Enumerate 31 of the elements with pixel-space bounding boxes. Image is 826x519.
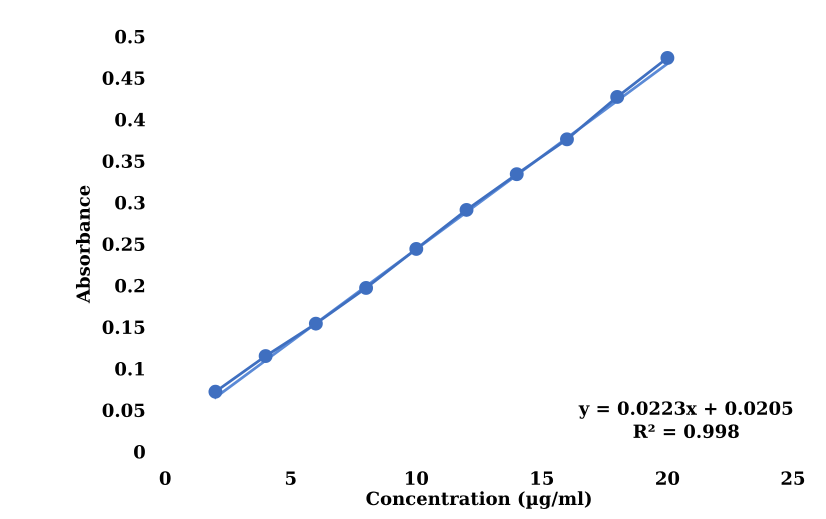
x-tick-label: 25 [782,471,804,485]
point [258,349,273,363]
x-tick-label: 20 [656,471,680,485]
x-axis-title: Concentration (µg/ml) [366,491,591,509]
x-tick-label: 15 [531,471,554,485]
y-tick-label: 0.4 [115,112,146,126]
y-tick-label: 0.1 [115,362,144,376]
point [409,242,424,256]
y-tick-label: 0.35 [102,154,144,168]
point [510,167,524,182]
y-tick-label: 0.5 [115,30,144,44]
annotation: y = 0.0223x + 0.0205 [578,401,792,419]
point [660,50,674,65]
y-tick-label: 0.15 [102,320,144,334]
annotation: R² = 0.998 [634,424,739,438]
point [560,132,574,146]
y-tick-label: 0.05 [102,403,144,418]
y-tick-label: 0.25 [102,237,144,252]
x-tick-label: 0 [160,471,171,485]
point [308,316,323,331]
y-tick-label: 0.45 [102,71,144,85]
y-tick-label: 0 [134,444,145,459]
point [359,280,374,295]
point [610,90,624,104]
x-tick-label: 10 [406,471,428,485]
x-tick-label: 5 [286,472,296,485]
point [460,202,474,217]
y-tick-label: 0.3 [115,196,145,210]
y-axis-title: Absorbance [76,186,90,304]
y-tick-label: 0.2 [115,278,144,293]
point [208,384,222,399]
